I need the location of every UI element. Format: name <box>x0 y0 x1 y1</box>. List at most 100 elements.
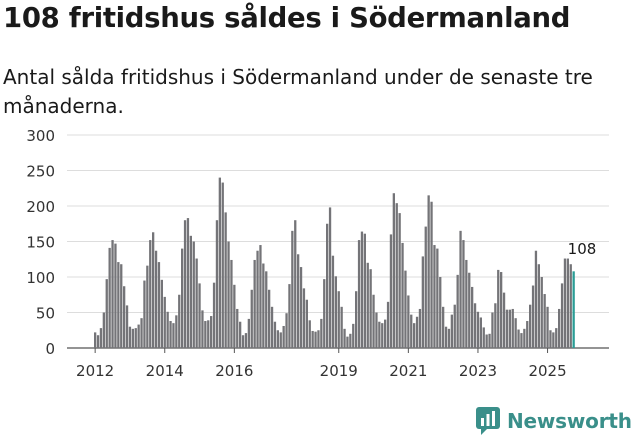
bar <box>273 321 277 348</box>
bar <box>555 328 558 348</box>
bar <box>230 259 233 348</box>
bar <box>279 332 282 348</box>
bar <box>131 328 134 348</box>
x-tick-label: 2016 <box>215 362 253 380</box>
y-tick-label: 200 <box>26 198 55 216</box>
bar <box>163 296 166 348</box>
bar <box>134 328 137 348</box>
bar <box>262 263 265 348</box>
bar <box>204 321 207 348</box>
bar <box>247 318 250 348</box>
x-tick-label: 2014 <box>146 362 184 380</box>
bar <box>149 240 152 348</box>
bar <box>102 312 105 348</box>
bar <box>485 334 488 348</box>
bar <box>372 294 375 348</box>
bar <box>444 326 448 348</box>
bar <box>511 308 514 348</box>
bar <box>450 314 453 348</box>
bar <box>465 259 468 348</box>
bar <box>546 306 549 348</box>
bar <box>459 230 462 348</box>
bar <box>392 193 395 348</box>
bar <box>476 311 480 348</box>
bar <box>505 309 509 348</box>
bar <box>94 332 97 348</box>
bar <box>566 258 569 348</box>
bar <box>349 333 352 348</box>
y-tick-label: 150 <box>26 234 55 252</box>
bar <box>488 333 491 348</box>
bar <box>447 328 451 348</box>
bar <box>526 321 529 348</box>
bar <box>360 231 364 348</box>
bar <box>186 218 190 348</box>
bar <box>259 245 262 348</box>
bar <box>294 220 297 348</box>
bar <box>337 291 340 348</box>
bar <box>366 262 369 348</box>
bar <box>181 248 184 348</box>
bar <box>502 292 506 348</box>
bar <box>265 271 268 348</box>
bar <box>369 269 372 348</box>
bar <box>497 269 500 348</box>
y-axis: 0 50 100 150 200 250 300 <box>26 127 55 358</box>
bar <box>334 276 337 348</box>
bar <box>500 272 503 348</box>
bar <box>143 280 146 348</box>
bar <box>285 313 288 348</box>
bar <box>320 318 323 348</box>
bar <box>549 330 552 348</box>
bar <box>152 232 155 348</box>
bar <box>221 182 224 348</box>
bar <box>276 330 279 348</box>
bars <box>94 177 575 348</box>
bar <box>386 301 390 348</box>
bar <box>352 323 355 348</box>
bar <box>395 203 398 348</box>
bar <box>253 259 256 348</box>
bar <box>363 233 366 348</box>
bar <box>430 201 433 348</box>
bar <box>233 284 236 348</box>
bar <box>250 289 253 348</box>
bar <box>534 250 538 348</box>
bar <box>178 294 181 348</box>
bar <box>210 316 213 348</box>
bar <box>531 285 535 348</box>
bar <box>114 243 117 348</box>
y-tick-label: 0 <box>45 340 55 358</box>
bar <box>436 248 439 348</box>
bar <box>195 258 198 348</box>
bar <box>172 323 175 348</box>
bar <box>241 335 245 348</box>
bar <box>268 289 271 348</box>
bar <box>471 286 474 348</box>
bar <box>357 240 361 348</box>
bar <box>291 230 294 348</box>
bar <box>218 177 221 348</box>
bar <box>236 308 239 348</box>
bar <box>346 336 349 348</box>
bar <box>355 291 358 348</box>
bar <box>482 327 485 348</box>
bar <box>442 306 445 348</box>
bar <box>384 319 387 348</box>
bar <box>189 235 192 348</box>
bar <box>146 265 149 348</box>
bar <box>160 279 163 348</box>
bar <box>479 317 482 348</box>
y-tick-label: 50 <box>36 305 55 323</box>
x-axis: 2012 2014 2016 2019 2021 2023 2025 <box>76 348 567 380</box>
bar <box>125 305 129 348</box>
bar <box>340 306 343 348</box>
bar <box>201 310 204 348</box>
bar <box>123 286 126 348</box>
bar <box>543 294 546 348</box>
bar <box>256 250 259 348</box>
bar <box>413 323 416 348</box>
newsworthy-logo: Newsworthy <box>475 406 631 436</box>
bar <box>433 245 436 348</box>
bar <box>227 241 230 348</box>
